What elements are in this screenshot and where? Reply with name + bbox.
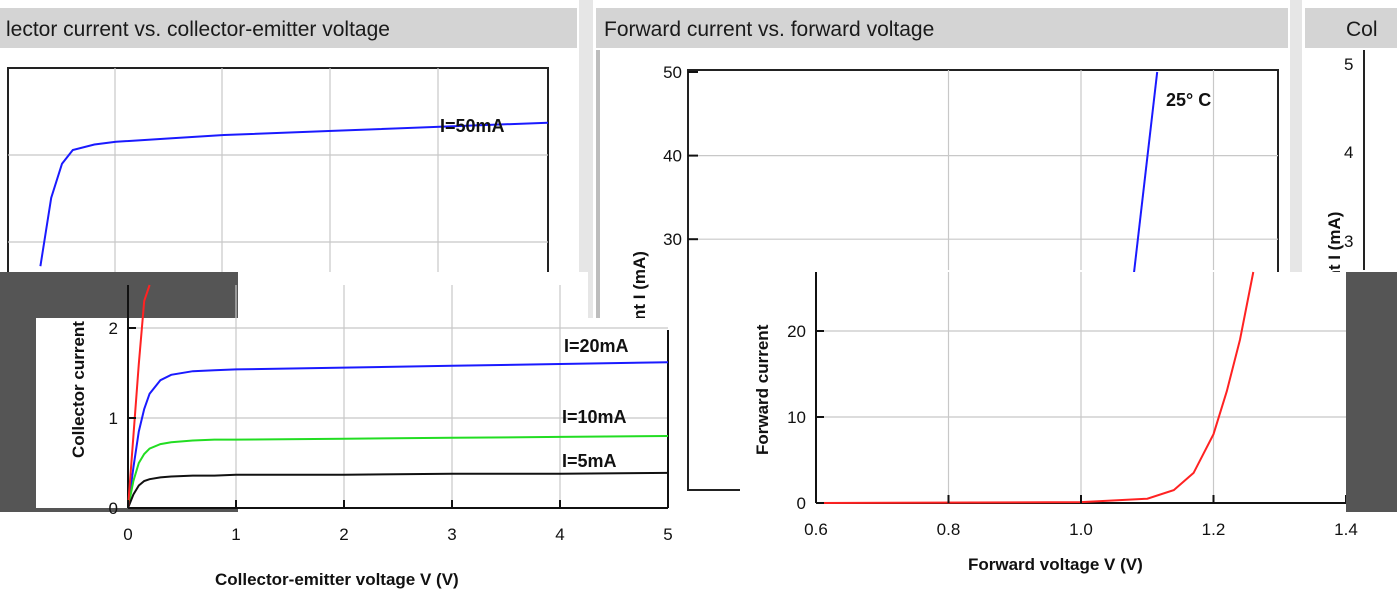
right-ytick-5: 5 <box>1344 55 1353 74</box>
front-mid-ytick-label: 10 <box>787 408 806 427</box>
dark-band-right <box>1346 272 1397 512</box>
front-mid-xtick-label: 1.2 <box>1202 520 1226 539</box>
right-ytick-3: 3 <box>1344 232 1353 251</box>
front-mid-xtick-label: 0.6 <box>804 520 828 539</box>
series-line-if-50ma <box>39 121 549 267</box>
front-mid-bg <box>740 272 1340 512</box>
label-25c: 25° C <box>1166 90 1211 110</box>
front-left-xtick-label: 1 <box>231 525 240 544</box>
front-mid-ytick-label: 0 <box>797 494 806 513</box>
right-edge-panel: 5 4 3 ent I (mA) <box>1325 50 1365 290</box>
front-mid-xtick-label: 1.4 <box>1334 520 1358 539</box>
mid-title-bar <box>596 8 1288 48</box>
mid-ytick-label: 30 <box>663 230 682 249</box>
front-left-bg-top <box>238 272 588 318</box>
front-left-xlabel: Collector-emitter voltage V (V) <box>215 570 459 589</box>
front-mid-xtick-label: 0.8 <box>937 520 961 539</box>
series-line-25c <box>1133 71 1159 273</box>
label-if-10ma: I=10mA <box>562 407 627 427</box>
front-mid-ylabel: Forward current <box>753 324 772 455</box>
label-if-50ma: I=50mA <box>440 116 505 136</box>
mid-ytick-label: 40 <box>663 147 682 166</box>
mid-ylabel-partial: nt I (mA) <box>630 251 649 320</box>
right-title-bar <box>1305 8 1397 48</box>
left-panel-title: lector current vs. collector-emitter vol… <box>6 18 390 41</box>
series-line-if-5ma <box>127 471 669 509</box>
front-left-ylabel: Collector current <box>69 321 88 458</box>
front-mid-xtick-label: 1.0 <box>1069 520 1093 539</box>
mid-panel-title: Forward current vs. forward voltage <box>604 18 934 41</box>
front-left-xtick-label: 5 <box>663 525 672 544</box>
series-line-forward-red <box>815 271 1255 504</box>
left-title-bar <box>0 8 577 48</box>
front-mid-xlabel: Forward voltage V (V) <box>968 555 1143 574</box>
back-left-frame <box>7 67 549 274</box>
front-left-ytick-label: 2 <box>109 319 118 338</box>
front-left-plot: 0 1 2 3 4 5 0 1 2 I=20mA I=10mA I=5mA Collector… <box>36 272 676 589</box>
front-mid-ytick-label: 20 <box>787 322 806 341</box>
back-left-plot: I=50mA <box>7 67 549 274</box>
series-line-if-10ma <box>127 435 669 509</box>
separator-right <box>1290 0 1302 330</box>
front-left-ytick-label: 0 <box>109 499 118 518</box>
separator-left <box>579 0 593 330</box>
right-ylabel: ent I (mA) <box>1325 212 1344 290</box>
front-left-xtick-label: 4 <box>555 525 564 544</box>
label-if-20ma: I=20mA <box>564 336 629 356</box>
mid-ytick-label: 50 <box>663 63 682 82</box>
right-ytick-4: 4 <box>1344 143 1353 162</box>
separator-mid <box>596 50 600 330</box>
front-mid-plot: 0.6 0.8 1.0 1.2 1.4 0 10 20 Forward current Fo… <box>740 271 1358 574</box>
label-if-5ma: I=5mA <box>562 451 617 471</box>
front-left-xtick-label: 0 <box>123 525 132 544</box>
front-left-xtick-label: 2 <box>339 525 348 544</box>
series-line-if-20ma <box>127 361 669 509</box>
front-left-ytick-label: 1 <box>109 409 118 428</box>
right-panel-title: Col <box>1346 18 1378 41</box>
front-left-xtick-label: 3 <box>447 525 456 544</box>
series-line-saturation <box>127 284 151 509</box>
